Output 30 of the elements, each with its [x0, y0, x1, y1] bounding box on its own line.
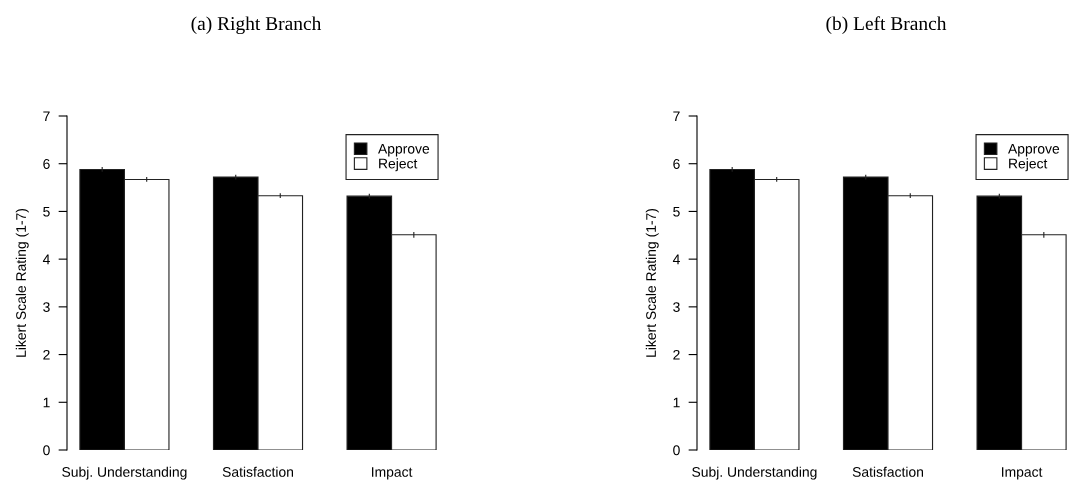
- x-tick-label: Subj. Understanding: [692, 466, 817, 480]
- y-tick-label: 2: [673, 349, 680, 360]
- y-tick-label: 5: [43, 206, 50, 217]
- x-tick-label: Satisfaction: [222, 466, 293, 477]
- x-tick-label: Subj. Understanding: [62, 466, 187, 480]
- y-tick-label: 6: [43, 159, 50, 169]
- legend-label: Reject: [379, 158, 418, 172]
- y-tick-label: 7: [673, 111, 680, 122]
- y-tick-label: 2: [43, 349, 50, 360]
- y-axis-title: Likert Scale Rating (1-7): [645, 208, 659, 357]
- x-tick-label: Impact: [372, 467, 413, 480]
- y-tick-label: 5: [673, 206, 680, 217]
- y-axis-title: Likert Scale Rating (1-7): [15, 208, 29, 357]
- y-tick-label: 7: [43, 111, 50, 122]
- y-tick-label: 1: [43, 397, 50, 408]
- y-tick-label: 4: [672, 254, 680, 265]
- x-tick-label: Satisfaction: [852, 466, 923, 477]
- legend-label: Reject: [1009, 158, 1048, 172]
- y-tick-label: 0: [673, 445, 680, 456]
- chart-title: (a) Right Branch: [191, 16, 322, 35]
- y-tick-label: 3: [43, 302, 50, 313]
- chart-title: (b) Left Branch: [826, 16, 947, 35]
- legend-label: Approve: [1008, 143, 1060, 157]
- legend-label: Approve: [378, 143, 430, 157]
- x-tick-label: Impact: [1002, 467, 1043, 480]
- y-tick-label: 0: [43, 445, 50, 456]
- y-tick-label: 4: [42, 254, 50, 265]
- y-tick-label: 1: [673, 397, 680, 408]
- y-tick-label: 6: [673, 159, 680, 169]
- y-tick-label: 3: [673, 302, 680, 313]
